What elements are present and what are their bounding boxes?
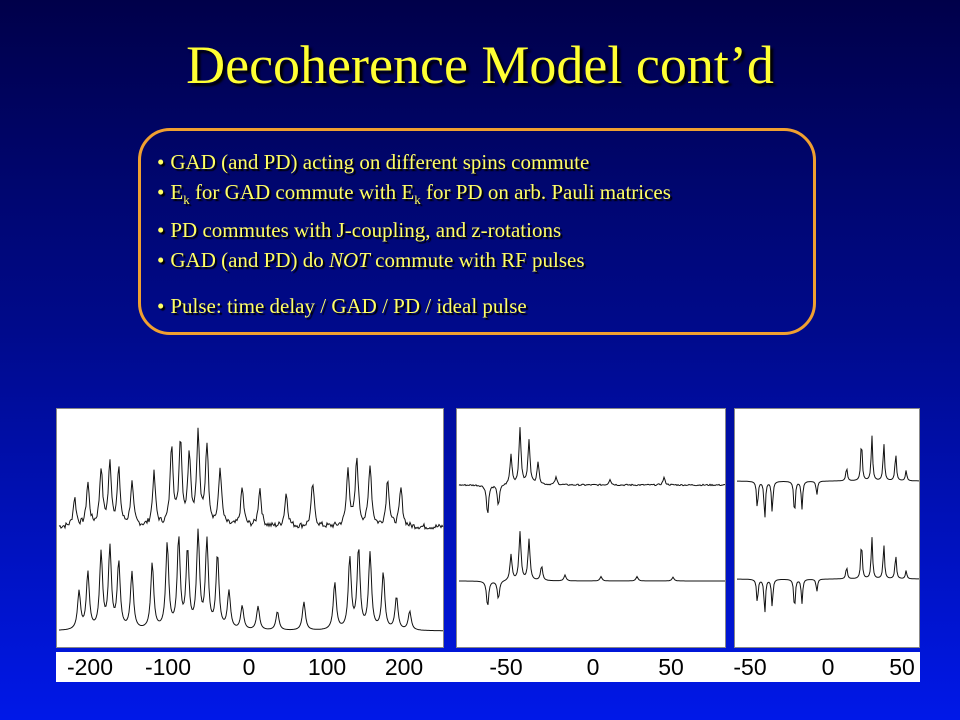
tick-label: -50 [489, 654, 523, 680]
bullet-dot: • [157, 150, 165, 174]
spectrum-trace-2-0 [737, 435, 919, 518]
spectrum-trace-1-0 [458, 427, 726, 514]
slide-title: Decoherence Model cont’d [186, 35, 774, 95]
bullet-item-4: • GAD (and PD) do NOT commute with RF pul… [157, 248, 585, 273]
tick-label: -100 [144, 654, 192, 680]
bullet-item-1: • GAD (and PD) acting on different spins … [157, 150, 590, 174]
spectrum-trace-0-1 [59, 528, 443, 632]
spectrum-plot-right [737, 435, 919, 613]
spectrum-plot-middle [458, 427, 726, 605]
tick-label: 50 [658, 654, 684, 680]
tick-label: 0 [821, 654, 835, 680]
bullet-dot: • [157, 248, 165, 273]
tick-label: -200 [66, 654, 114, 680]
axis-label-bar [56, 652, 920, 682]
bullet-dot: • [157, 218, 165, 243]
bullet-item-3: • PD commutes with J-coupling, and z-rota… [157, 218, 562, 243]
bullet-box: • GAD (and PD) acting on different spins … [138, 128, 816, 335]
tick-label: 100 [307, 654, 347, 680]
spectrum-trace-1-1 [459, 531, 725, 605]
bullet-dot: • [157, 180, 165, 204]
spectrum-plot-left [58, 427, 444, 632]
tick-label: 50 [889, 654, 915, 680]
spectrum-panel-middle [456, 408, 726, 648]
bullet-item-2: • Ek for GAD commute with Ek for PD on ar… [157, 180, 671, 208]
bullet-dot: • [157, 294, 165, 319]
spectrum-trace-2-1 [737, 537, 919, 613]
spectrum-panel-left [56, 408, 444, 648]
bullet-list: • GAD (and PD) acting on different spins … [157, 147, 671, 321]
tick-label: 0 [586, 654, 600, 680]
tick-label: 0 [242, 654, 256, 680]
tick-label: 200 [384, 654, 424, 680]
bullet-item-5: • Pulse: time delay / GAD / PD / ideal pu… [157, 294, 527, 319]
tick-label: -50 [733, 654, 767, 680]
spectrum-trace-0-0 [58, 427, 444, 531]
spectrum-panel-right [734, 408, 920, 648]
